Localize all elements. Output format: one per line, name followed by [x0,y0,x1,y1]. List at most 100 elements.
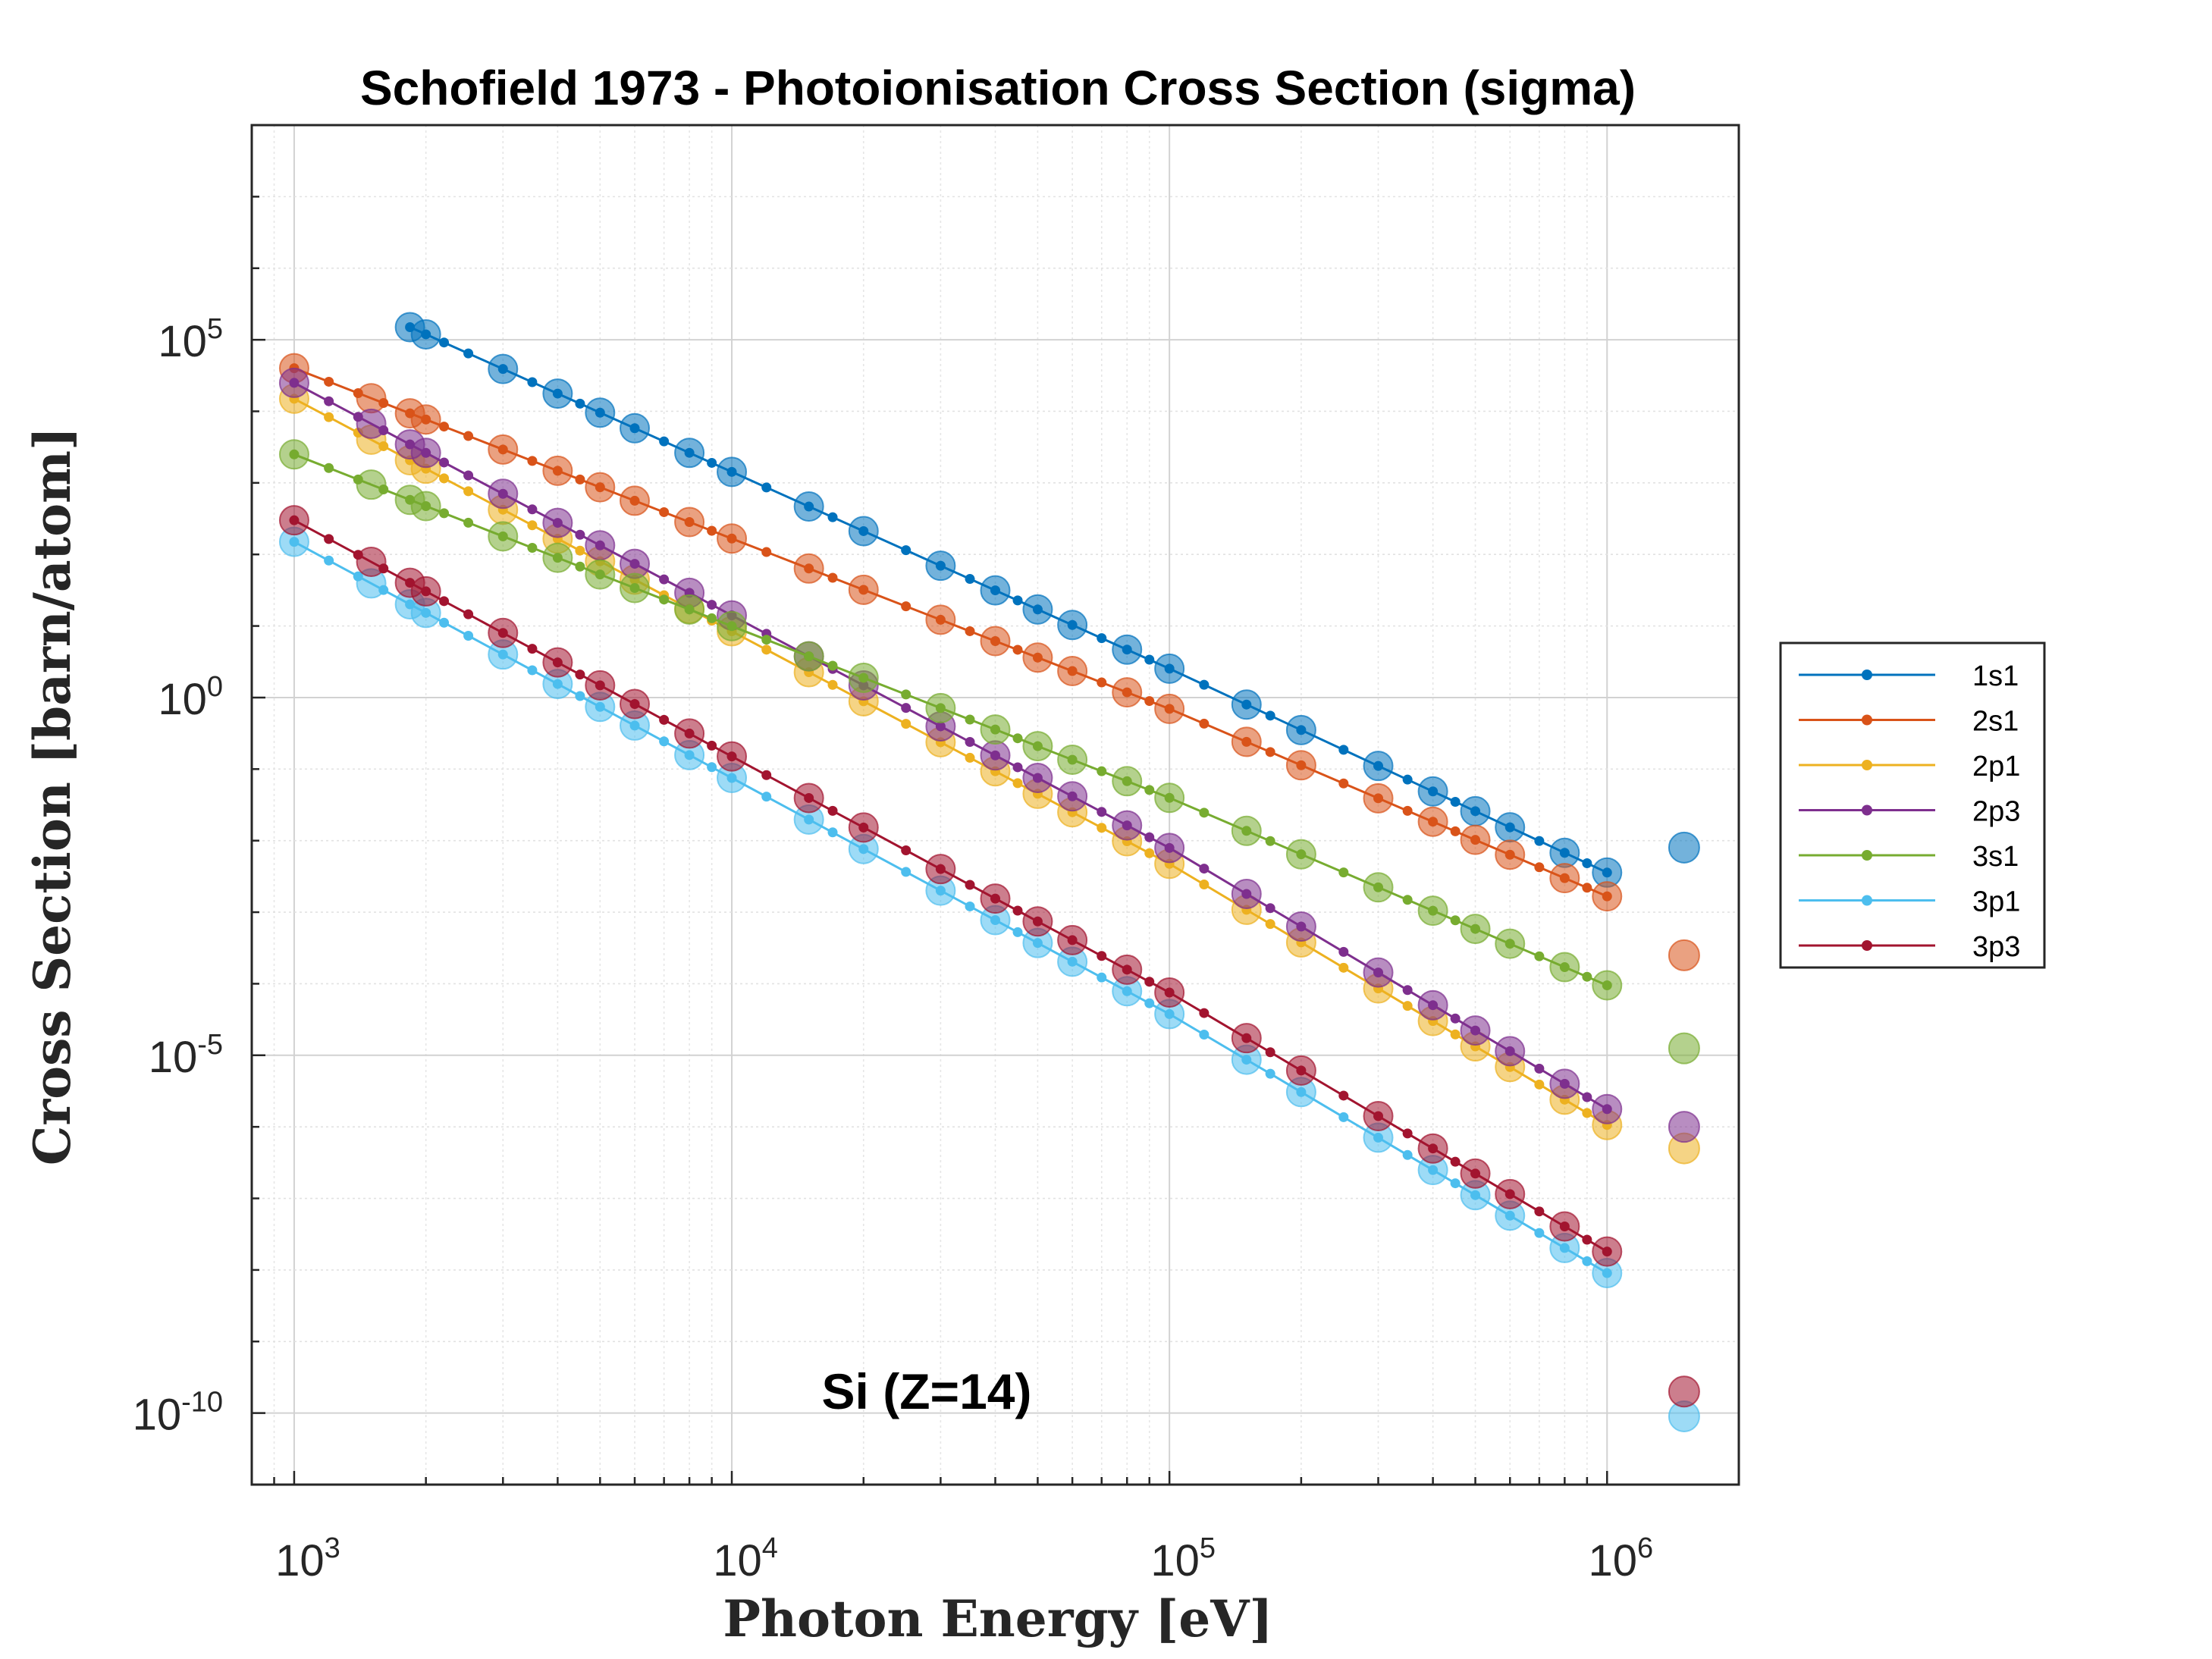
legend-swatch-marker [1862,760,1872,770]
series-point-3s1 [1097,766,1107,776]
series-point-3p1 [659,736,670,747]
series-point-1s1 [527,377,538,387]
series-marker-3p3 [674,718,705,749]
series-point-3p3 [1199,1008,1210,1018]
series-point-3p1 [527,665,538,676]
series-point-3p3 [1144,977,1155,987]
series-point-2s1 [527,456,538,466]
series-marker-3s1 [1460,914,1491,945]
legend-swatch-marker [1862,895,1872,906]
series-point-2s1 [324,376,334,387]
series-point-2p1 [324,412,334,422]
series-point-3p3 [1450,1156,1461,1167]
legend-label: 2s1 [1972,706,2019,738]
extra-marker-2s1 [1668,939,1700,971]
series-marker-3s1 [542,542,573,573]
series-marker-3s1 [410,491,441,522]
series-point-3s1 [439,508,450,519]
series-point-2p1 [1144,848,1155,858]
series-point-3p3 [707,740,717,751]
series-point-2s1 [1144,696,1155,707]
series-point-1s1 [1338,745,1349,755]
legend-item-3s1: 3s1 [1799,841,2019,873]
series-point-2s1 [1012,644,1023,655]
legend-swatch-marker [1862,940,1872,951]
series-point-2p3 [439,457,450,468]
series-point-2s1 [1534,862,1545,873]
series-marker-1s1 [542,378,573,409]
series-marker-3s1 [1057,745,1088,776]
series-marker-3s1 [1363,872,1394,903]
series-marker-2s1 [1417,806,1448,837]
chart-title: Schofield 1973 - Photoionisation Cross S… [360,61,1636,115]
series-point-3s1 [1012,733,1023,744]
series-point-1s1 [1534,836,1545,846]
legend-item-2p3: 2p3 [1799,796,2020,828]
series-marker-2p3 [1363,957,1394,988]
legend-label: 2p1 [1972,751,2020,782]
series-marker-2p3 [1154,833,1185,864]
series-marker-2p3 [278,367,309,398]
series-point-3s1 [707,613,717,623]
series-point-3p3 [575,670,585,680]
series-point-2p3 [527,504,538,515]
series-point-3s1 [1265,836,1275,846]
series-point-3p3 [527,644,538,654]
series-point-2p3 [1582,1092,1592,1102]
series-point-2p3 [575,529,585,540]
series-point-3p1 [1144,998,1155,1008]
series-3s1 [278,439,1700,1065]
series-point-3s1 [1144,785,1155,795]
series-marker-1s1 [793,491,824,522]
series-marker-3p3 [1022,906,1053,937]
series-marker-3p3 [542,647,573,678]
y-tick-label: 10-10 [133,1387,223,1440]
series-marker-2s1 [1460,824,1491,855]
legend-item-3p1: 3p1 [1799,886,2020,918]
series-marker-3p3 [793,782,824,814]
series-point-3p3 [1338,1090,1349,1101]
series-marker-3p3 [980,883,1011,914]
legend-swatch-marker [1862,714,1872,726]
series-marker-2p3 [1549,1068,1580,1099]
series-marker-3p3 [1495,1178,1526,1209]
series-marker-3s1 [1154,782,1185,814]
series-marker-2s1 [1057,656,1088,687]
series-marker-2s1 [1154,693,1185,724]
series-marker-3p3 [1460,1158,1491,1189]
x-tick-label: 106 [1588,1532,1653,1585]
legend-label: 1s1 [1972,660,2019,692]
series-marker-3p3 [1154,977,1185,1008]
series-point-3p3 [1402,1128,1413,1139]
series-marker-3s1 [925,692,956,723]
series-point-3s1 [1582,971,1592,982]
series-point-3p1 [439,617,450,628]
series-point-1s1 [827,512,838,522]
series-point-3p1 [463,631,474,641]
series-point-3p3 [439,596,450,607]
series-marker-3s1 [1231,815,1262,846]
series-point-2s1 [1582,883,1592,893]
series-marker-2s1 [542,455,573,486]
series-point-1s1 [1582,858,1592,868]
legend-label: 3p3 [1972,931,2020,963]
series-marker-2s1 [410,404,441,435]
series-1s1 [394,312,1700,888]
series-point-2s1 [827,572,838,583]
series-marker-1s1 [1417,776,1448,807]
series-point-2s1 [1199,718,1210,729]
series-marker-3p3 [1549,1211,1580,1242]
series-point-3p3 [965,880,975,890]
series-point-2p1 [1097,823,1107,833]
series-marker-2s1 [1112,677,1143,708]
series-point-3s1 [463,517,474,528]
series-point-2s1 [659,506,670,517]
series-point-2p3 [1199,864,1210,874]
series-point-3s1 [1450,915,1461,926]
series-point-3p3 [827,805,838,816]
series-marker-1s1 [1112,634,1143,665]
series-marker-1s1 [848,516,879,547]
series-marker-2s1 [1231,726,1262,757]
series-point-1s1 [1199,679,1210,690]
series-point-2p1 [1450,1029,1461,1040]
